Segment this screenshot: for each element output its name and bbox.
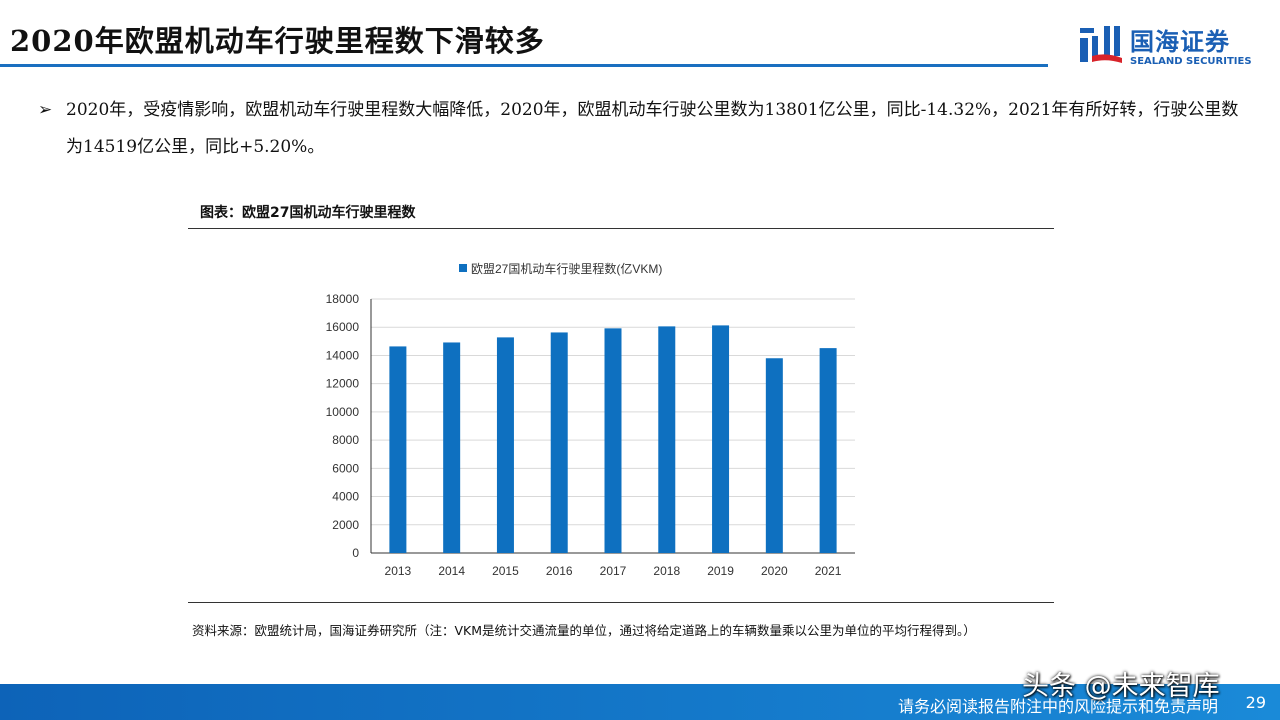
bar-2020 — [765, 358, 783, 553]
y-tick-label: 16000 — [326, 320, 360, 334]
bar-2017 — [604, 328, 622, 553]
y-tick-label: 4000 — [332, 490, 359, 504]
source-divider — [188, 602, 1054, 603]
chart-caption: 图表：欧盟27国机动车行驶里程数 — [200, 205, 416, 221]
x-tick-label: 2016 — [546, 564, 573, 578]
title-divider — [0, 64, 1048, 67]
bar-2016 — [550, 332, 568, 553]
logo-en: SEALAND SECURITIES — [1130, 56, 1252, 67]
watermark: 头条 @未来智库 — [1022, 671, 1220, 702]
x-tick-label: 2020 — [761, 564, 788, 578]
page-number: 29 — [1245, 693, 1266, 712]
logo-cn: 国海证券 — [1130, 28, 1230, 56]
bar-2013 — [389, 346, 407, 553]
bullet-point: ➢ 2020年，受疫情影响，欧盟机动车行驶里程数大幅降低，2020年，欧盟机动车… — [38, 92, 1248, 166]
arrow-right-icon: ➢ — [38, 100, 53, 120]
y-tick-label: 0 — [352, 546, 359, 560]
legend-label: 欧盟27国机动车行驶里程数(亿VKM) — [471, 261, 662, 276]
x-tick-label: 2013 — [385, 564, 412, 578]
legend-swatch — [459, 264, 467, 272]
y-tick-label: 8000 — [332, 433, 359, 447]
company-logo: 国海证券 SEALAND SECURITIES — [1078, 22, 1258, 70]
y-tick-label: 2000 — [332, 518, 359, 532]
x-tick-label: 2015 — [492, 564, 519, 578]
x-tick-label: 2017 — [600, 564, 627, 578]
y-tick-label: 12000 — [326, 377, 360, 391]
bar-2015 — [496, 337, 514, 553]
bar-chart: 0 2000 4000 6000 8000 10000 12000 14000 16000 180… — [326, 261, 855, 578]
bar-2014 — [443, 342, 461, 553]
source-note: 资料来源：欧盟统计局，国海证券研究所（注：VKM是统计交通流量的单位，通过将给定… — [192, 623, 976, 638]
footer-bar: 请务必阅读报告附注中的风险提示和免责声明 29 — [0, 684, 1280, 720]
x-tick-label: 2021 — [815, 564, 842, 578]
caption-divider — [188, 228, 1054, 229]
y-tick-label: 6000 — [332, 461, 359, 475]
bar-2018 — [658, 326, 676, 553]
y-tick-label: 18000 — [326, 292, 360, 306]
bar-2019 — [712, 325, 730, 553]
y-tick-label: 10000 — [326, 405, 360, 419]
x-tick-label: 2014 — [438, 564, 465, 578]
x-tick-label: 2018 — [653, 564, 680, 578]
bullet-text: 2020年，受疫情影响，欧盟机动车行驶里程数大幅降低，2020年，欧盟机动车行驶… — [66, 100, 1239, 157]
page-title: 2020年欧盟机动车行驶里程数下滑较多 — [10, 24, 545, 58]
x-tick-label: 2019 — [707, 564, 734, 578]
y-tick-label: 14000 — [326, 348, 360, 362]
sealand-logo-icon — [1080, 26, 1122, 63]
disclaimer: 请务必阅读报告附注中的风险提示和免责声明 — [897, 697, 1218, 716]
bar-2021 — [819, 348, 837, 553]
